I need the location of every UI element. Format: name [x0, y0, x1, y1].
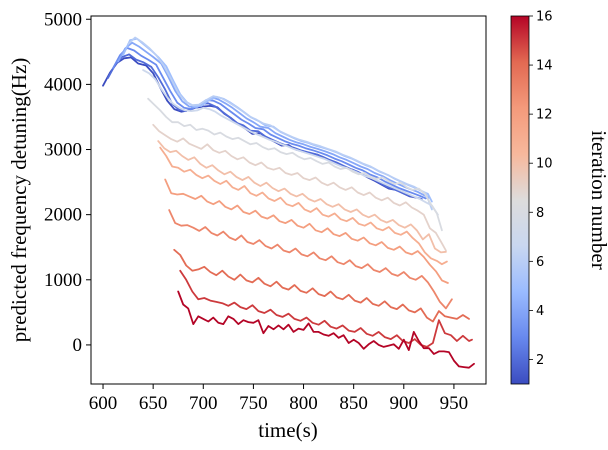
x-axis-title: time(s): [258, 418, 317, 442]
x-tick-label: 850: [339, 393, 368, 414]
x-tick-label: 650: [139, 393, 168, 414]
colorbar-tick-label: 14: [536, 59, 553, 74]
y-tick-label: 4000: [44, 74, 82, 95]
y-tick-label: 0: [73, 335, 83, 356]
x-tick-label: 950: [440, 393, 469, 414]
colorbar-axis: 2 4 6 8 10 12 14 16: [529, 10, 553, 368]
y-tick-label: 3000: [44, 140, 82, 161]
colorbar-tick-label: 12: [536, 108, 553, 123]
series-line-iteration-11: [159, 146, 448, 266]
plot-frame: [90, 15, 487, 385]
y-axis: 0 1000 2000 3000 4000 5000: [44, 9, 91, 356]
series-line-iteration-9: [152, 123, 447, 252]
y-axis-title: predicted frequency detuning(Hz): [7, 58, 31, 343]
colorbar-tick-label: 2: [536, 353, 544, 368]
series-line-iteration-8: [147, 97, 443, 232]
series-line-iteration-12: [164, 178, 449, 284]
colorbar-label: iteration number: [587, 130, 608, 269]
x-axis: 600 650 700 750 800 850 900 950: [89, 384, 468, 414]
series-line-iteration-15: [179, 269, 473, 348]
x-tick-label: 700: [189, 393, 218, 414]
colorbar-tick-label: 4: [536, 304, 544, 319]
series-line-iteration-6: [127, 36, 433, 211]
x-tick-label: 900: [390, 393, 419, 414]
x-tick-label: 750: [239, 393, 268, 414]
colorbar-tick-label: 6: [536, 255, 544, 270]
series-line-iteration-10: [157, 140, 447, 254]
series-line-iteration-7: [142, 69, 439, 216]
colorbar-tick-label: 8: [536, 206, 544, 221]
series-line-iteration-3: [112, 47, 427, 200]
y-tick-label: 2000: [44, 205, 82, 226]
series-line-iteration-4: [117, 41, 430, 199]
colorbar-frame: [510, 15, 530, 385]
series-line-iteration-16: [177, 290, 475, 369]
series-line-iteration-14: [173, 248, 470, 323]
colorbar-tick-label: 16: [536, 10, 553, 25]
y-tick-label: 5000: [44, 9, 82, 30]
series-line-iteration-13: [168, 209, 453, 310]
colorbar-tick-label: 10: [536, 157, 553, 172]
y-tick-label: 1000: [44, 270, 82, 291]
x-tick-label: 600: [89, 393, 118, 414]
colorbar: [511, 16, 529, 384]
x-tick-label: 800: [289, 393, 318, 414]
series-layer: [102, 36, 475, 369]
